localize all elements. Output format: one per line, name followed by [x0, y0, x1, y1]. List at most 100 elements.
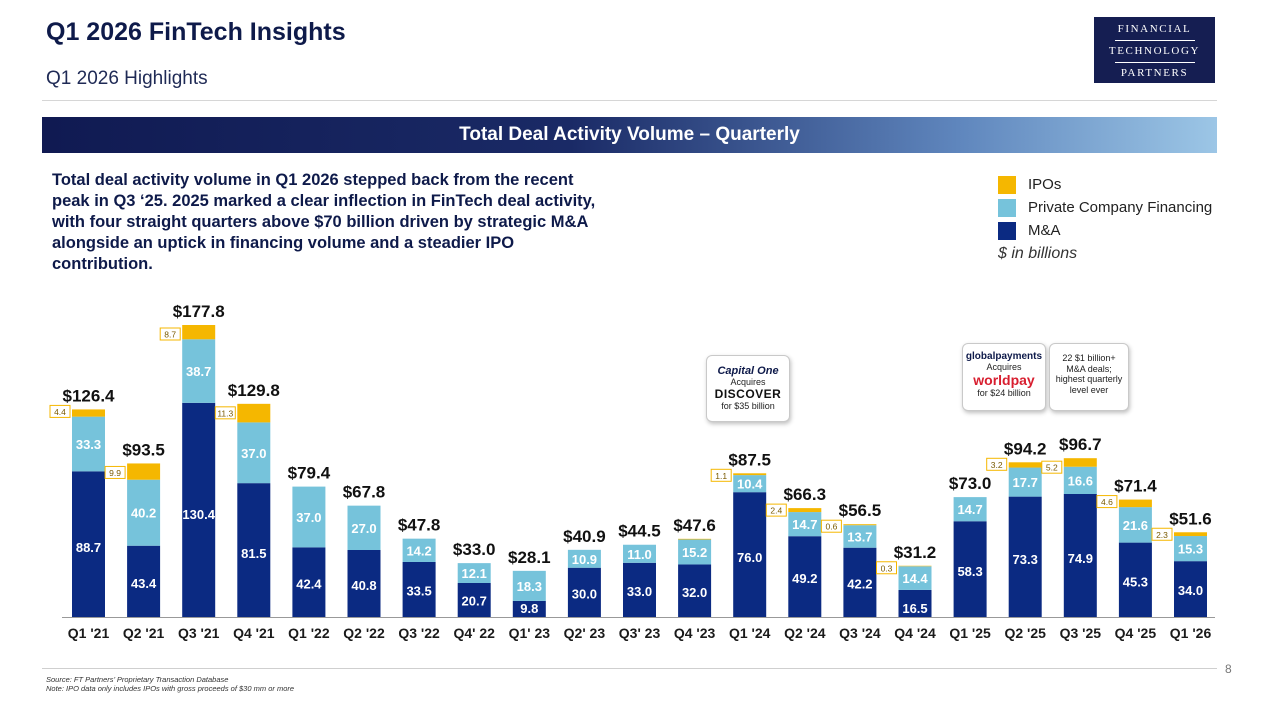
legend-item-private-financing: Private Company Financing [998, 196, 1212, 219]
bar-segment-private-financing [843, 525, 877, 548]
legend-swatch-private-financing [998, 198, 1016, 217]
logo-line-3: PARTNERS [1120, 67, 1189, 79]
ipo-label-box [49, 404, 71, 418]
ipo-label-box [1096, 495, 1118, 509]
logo-divider [1114, 62, 1195, 63]
callout-record-text: 22 $1 billion+ M&A deals; highest quarte… [1055, 353, 1123, 395]
data-label-private-financing: 14.7 [957, 502, 982, 517]
data-label-ma: 42.4 [296, 577, 322, 592]
data-label-ipos: 4.6 [1101, 497, 1113, 507]
bar-segment-ma [898, 589, 932, 617]
ipo-label-box [710, 468, 732, 482]
legend-item-ipos: IPOs [998, 173, 1212, 196]
legend-label-private-financing: Private Company Financing [1028, 199, 1213, 216]
note-text: Note: IPO data only includes IPOs with g… [46, 684, 295, 693]
discover-logo-text: DISCOVER [714, 387, 782, 401]
bar-segment-private-financing [898, 566, 932, 590]
total-label: $93.5 [122, 440, 165, 459]
data-label-private-financing: 11.0 [627, 547, 652, 562]
source-text: Source: FT Partners’ Proprietary Transac… [46, 675, 229, 684]
logo-line-1: FINANCIAL [1117, 23, 1192, 35]
bar-segment-ma [623, 562, 656, 617]
total-label: $87.5 [728, 450, 771, 469]
data-label-ipos: 5.2 [1046, 463, 1058, 473]
bar-segment-ma [127, 545, 161, 617]
data-label-ipos: 0.3 [881, 563, 893, 573]
data-label-ma: 88.7 [76, 540, 101, 555]
bar-segment-ipos [237, 403, 271, 423]
data-label-private-financing: 10.9 [572, 552, 597, 567]
bar-segment-private-financing [182, 339, 216, 403]
data-label-private-financing: 37.0 [241, 446, 266, 461]
page-number: 8 [1225, 662, 1232, 676]
bar-segment-ma [733, 492, 767, 617]
bar-segment-ipos [678, 538, 712, 540]
ipo-label-box [820, 519, 842, 533]
footer-source: Source: FT Partners’ Proprietary Transac… [46, 675, 294, 693]
global-payments-logo-text: globalpayments [965, 351, 1043, 362]
legend-label-ipos: IPOs [1028, 176, 1062, 193]
data-label-private-financing: 33.3 [76, 437, 101, 452]
total-label: $67.8 [343, 483, 386, 502]
x-tick-label: Q1' 23 [509, 625, 551, 641]
data-label-ma: 33.5 [406, 584, 431, 599]
data-label-ma: 43.4 [131, 576, 157, 591]
bar-segment-private-financing [567, 549, 601, 568]
chart-legend: IPOs Private Company Financing M&A $ in … [998, 173, 1212, 263]
ipo-label-box [1041, 460, 1063, 474]
bar-segment-ma [678, 564, 712, 617]
total-label: $51.6 [1169, 509, 1212, 528]
data-label-private-financing: 12.1 [462, 566, 487, 581]
bar-segment-ma [788, 536, 822, 617]
data-label-ma: 58.3 [957, 564, 982, 579]
data-label-ma: 32.0 [682, 585, 707, 600]
data-label-private-financing: 21.6 [1123, 518, 1148, 533]
bar-segment-ma [292, 547, 326, 617]
page-title: Q1 2026 FinTech Insights [46, 18, 346, 46]
total-label: $94.2 [1004, 439, 1047, 458]
x-tick-label: Q1 '21 [68, 625, 110, 641]
bar-segment-ipos [182, 325, 216, 340]
header-divider [42, 100, 1217, 101]
total-label: $47.8 [398, 516, 441, 535]
x-tick-label: Q2' 23 [564, 625, 606, 641]
page-subtitle: Q1 2026 Highlights [46, 68, 208, 89]
total-label: $56.5 [839, 501, 882, 520]
data-label-private-financing: 15.2 [682, 545, 707, 560]
data-label-ma: 30.0 [572, 586, 597, 601]
bar-segment-private-financing [1063, 466, 1097, 494]
bar-segment-ma [1174, 561, 1207, 617]
section-banner: Total Deal Activity Volume – Quarterly [42, 117, 1217, 153]
x-tick-label: Q1 '24 [729, 625, 771, 641]
data-label-private-financing: 15.3 [1178, 542, 1203, 557]
data-label-ipos: 2.4 [770, 506, 782, 516]
bar-segment-private-financing [1174, 536, 1207, 562]
data-label-private-financing: 27.0 [351, 521, 376, 536]
bar-segment-ma [347, 549, 381, 617]
data-label-private-financing: 14.7 [792, 517, 817, 532]
data-label-ma: 49.2 [792, 571, 817, 586]
units-note: $ in billions [998, 245, 1078, 262]
x-tick-label: Q4 '23 [674, 625, 716, 641]
data-label-ipos: 9.9 [109, 468, 121, 478]
bar-segment-private-financing [733, 475, 767, 493]
total-label: $96.7 [1059, 435, 1102, 454]
x-tick-label: Q1 '25 [949, 625, 991, 641]
ipo-label-box [876, 561, 897, 575]
total-label: $66.3 [784, 485, 827, 504]
data-label-ma: 9.8 [520, 601, 538, 616]
x-tick-label: Q3' 23 [619, 625, 661, 641]
ipo-label-box [159, 327, 181, 341]
x-tick-label: Q3 '22 [398, 625, 440, 641]
callout-detail: for $35 billion [721, 401, 775, 411]
bar-segment-private-financing [1118, 507, 1152, 543]
capital-one-logo-text: Capital One [717, 365, 779, 377]
x-tick-label: Q2 '22 [343, 625, 385, 641]
bar-segment-ma [457, 583, 491, 617]
x-tick-label: Q1 '22 [288, 625, 330, 641]
data-label-private-financing: 10.4 [737, 477, 763, 492]
callout-record-ma-deals: 22 $1 billion+ M&A deals; highest quarte… [1049, 343, 1129, 411]
data-label-private-financing: 14.4 [902, 571, 928, 586]
data-label-ipos: 4.4 [54, 407, 66, 417]
